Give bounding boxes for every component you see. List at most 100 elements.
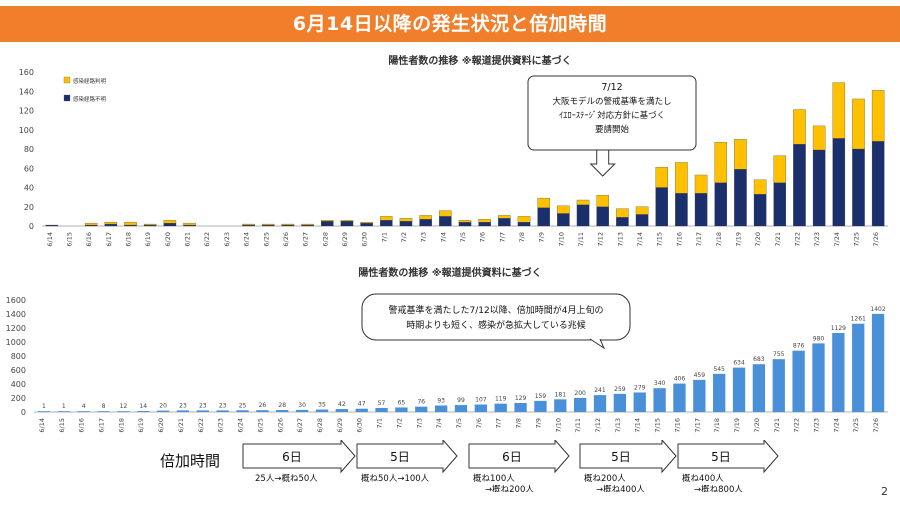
data-label: 755 (773, 351, 785, 358)
y-tick-label: 1400 (6, 310, 26, 319)
y-tick-label: 140 (19, 87, 34, 96)
bar-segment (104, 221, 118, 225)
bar-segment (596, 206, 609, 227)
doubling-arrow (356, 440, 458, 474)
x-tick-label: 7/9 (534, 418, 542, 428)
bar (832, 332, 845, 412)
y-tick-label: 40 (24, 184, 34, 193)
data-label: 200 (574, 390, 586, 397)
data-label: 93 (437, 397, 445, 404)
bar-segment (635, 206, 649, 215)
data-label: 119 (495, 396, 507, 403)
bar-segment (517, 221, 531, 227)
bar-segment (340, 221, 354, 227)
data-label: 28 (278, 402, 286, 409)
bar (415, 406, 428, 412)
data-label: 241 (594, 387, 606, 394)
data-label: 980 (813, 335, 825, 342)
bar-segment (498, 215, 511, 219)
x-tick-label: 7/6 (475, 418, 483, 428)
x-tick-label: 6/24 (243, 232, 251, 247)
x-tick-label: 6/15 (66, 232, 74, 247)
bar-segment (773, 155, 787, 183)
x-tick-label: 7/1 (376, 418, 384, 428)
x-tick-label: 7/7 (498, 232, 506, 242)
x-tick-label: 7/10 (557, 232, 565, 247)
bar-segment (104, 223, 118, 227)
page-title: 6月14日以降の発生状況と倍加時間 (292, 13, 608, 35)
bar-segment (380, 220, 393, 227)
bar-segment (557, 213, 570, 227)
chart2-title: 陽性者数の推移 ※報道提供資料に基づく (358, 266, 541, 279)
bar (454, 405, 468, 412)
bar (474, 404, 488, 412)
data-label: 181 (555, 391, 567, 398)
x-tick-label: 7/15 (656, 232, 664, 247)
x-tick-label: 6/25 (256, 418, 264, 433)
x-tick-label: 6/16 (78, 418, 86, 433)
bar-segment (321, 221, 334, 227)
x-tick-label: 6/28 (316, 418, 324, 433)
data-label: 4 (82, 403, 86, 410)
y-tick-label: 20 (24, 203, 34, 212)
y-tick-label: 160 (19, 68, 34, 77)
bar (335, 409, 348, 412)
bar (673, 383, 686, 412)
x-tick-label: 7/11 (574, 418, 582, 433)
x-tick-label: 7/22 (793, 232, 801, 247)
bar-segment (458, 220, 472, 223)
x-tick-label: 7/7 (495, 418, 503, 428)
data-label: 1 (62, 403, 66, 410)
bar (633, 392, 646, 412)
data-label: 65 (398, 399, 406, 406)
bar-segment (714, 142, 728, 183)
annotation-box (361, 293, 631, 341)
x-tick-label: 6/21 (184, 232, 192, 247)
annotation-text: 要請開始 (595, 124, 630, 135)
x-tick-label: 7/4 (435, 418, 443, 428)
y-tick-label: 0 (21, 408, 26, 417)
x-tick-label: 6/21 (177, 418, 185, 433)
bar-segment (812, 149, 826, 227)
bar-segment (694, 193, 708, 227)
data-label: 57 (378, 400, 386, 407)
x-tick-label: 7/18 (715, 232, 723, 247)
bar-segment (399, 218, 413, 222)
bar-segment (675, 162, 688, 194)
bar-segment (340, 220, 354, 222)
bar (37, 411, 51, 412)
bar-segment (360, 222, 373, 227)
x-tick-label: 7/20 (753, 418, 761, 433)
doubling-label: 倍加時間 (160, 452, 220, 470)
annotation-text: 時期よりも短く、感染が急拡大している兆候 (406, 319, 586, 331)
bar-segment (753, 194, 767, 227)
x-tick-label: 7/19 (733, 418, 741, 433)
legend-swatch (63, 94, 71, 102)
bar-segment (124, 221, 137, 226)
x-tick-label: 7/24 (832, 418, 840, 433)
x-tick-label: 7/25 (852, 232, 860, 247)
bar (216, 410, 229, 412)
bar-segment (655, 167, 668, 188)
x-tick-label: 6/30 (361, 232, 369, 247)
annotation-text: 警戒基準を満たした7/12以降、倍加時間が4月上旬の (389, 304, 604, 316)
x-tick-label: 7/15 (654, 418, 662, 433)
bar (792, 350, 805, 412)
bar-segment (655, 187, 668, 227)
x-tick-label: 7/13 (614, 418, 622, 433)
data-label: 42 (338, 401, 346, 408)
data-label: 683 (753, 356, 765, 363)
bar (772, 359, 785, 412)
bar (375, 408, 388, 412)
data-label: 23 (199, 402, 207, 409)
x-tick-label: 6/23 (217, 418, 225, 433)
y-tick-label: 200 (11, 394, 26, 403)
bar-segment (753, 179, 767, 195)
bar (554, 399, 567, 412)
bar (534, 400, 547, 412)
bar (653, 388, 666, 412)
bar-segment (694, 174, 708, 194)
data-label: 47 (358, 401, 366, 408)
bar-segment (517, 216, 531, 223)
x-tick-label: 7/12 (594, 418, 602, 433)
